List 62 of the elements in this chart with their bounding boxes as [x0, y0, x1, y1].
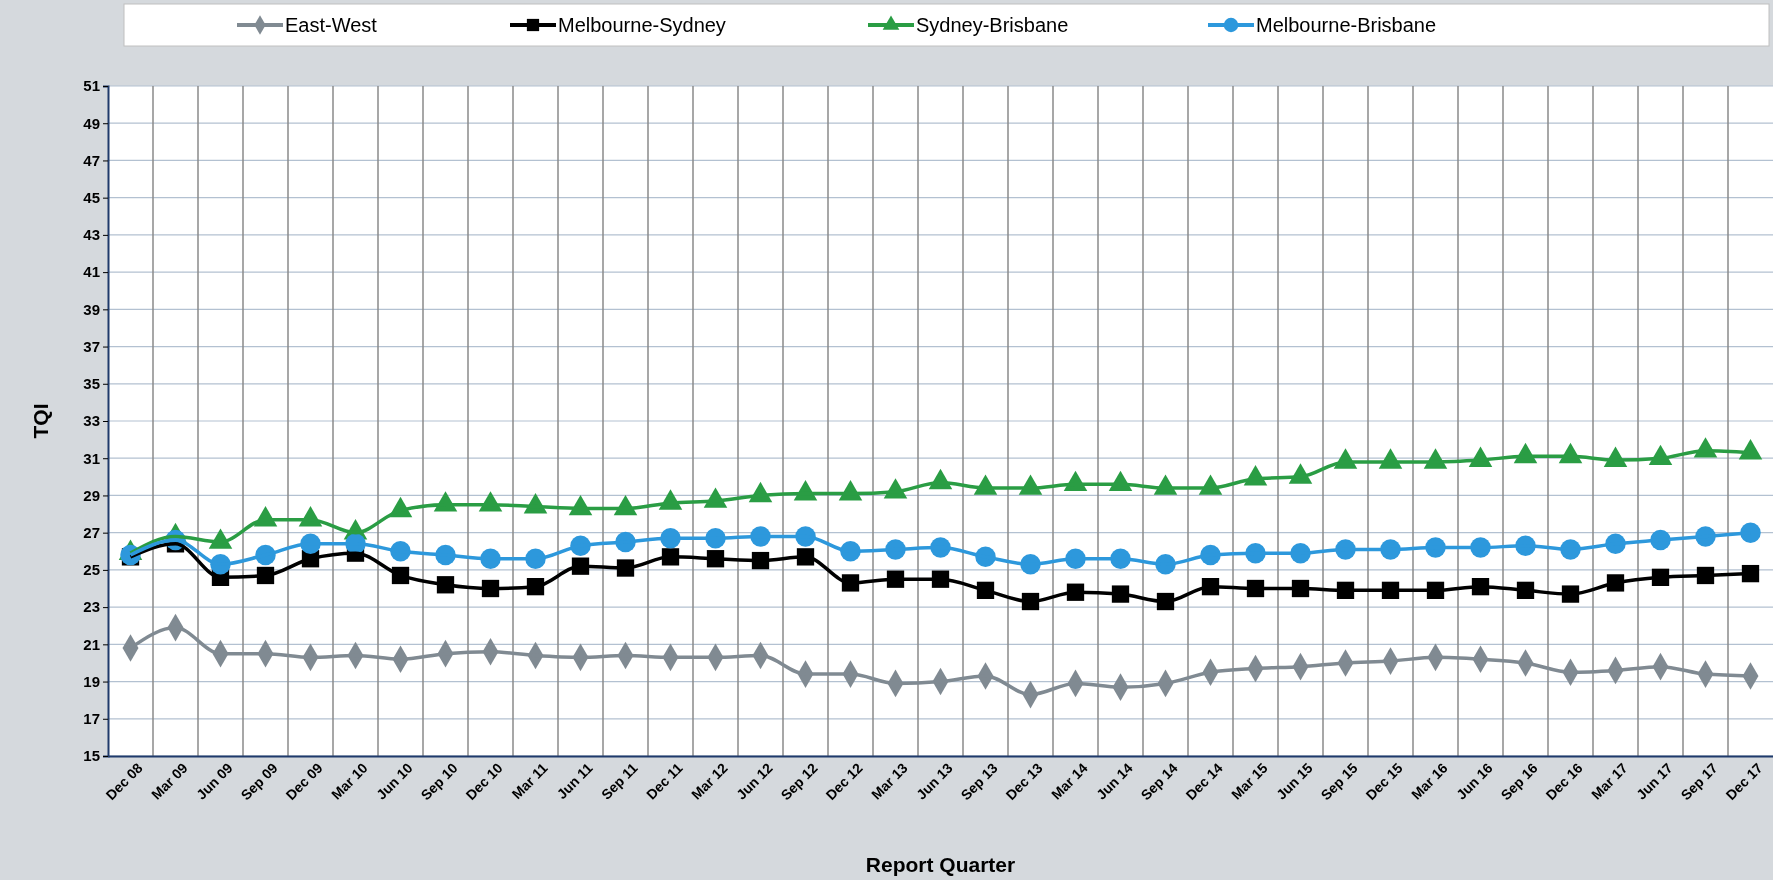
y-tick-label: 41 — [83, 263, 100, 281]
y-tick-label: 51 — [83, 77, 100, 95]
y-axis-title: TQI — [29, 403, 52, 439]
y-tick-label: 37 — [83, 337, 100, 355]
x-tick-label: Mar 10 — [328, 759, 371, 803]
x-tick-label: Mar 14 — [1048, 759, 1091, 803]
x-tick-label: Jun 17 — [1633, 759, 1676, 803]
y-tick-label: 19 — [83, 672, 100, 690]
x-tick-label: Sep 10 — [417, 759, 461, 804]
x-tick-label: Mar 09 — [148, 759, 191, 803]
x-tick-label: Mar 16 — [1408, 759, 1451, 803]
y-tick-label: 17 — [83, 710, 100, 728]
x-tick-label: Mar 17 — [1588, 759, 1631, 803]
x-tick-label: Jun 11 — [553, 759, 596, 803]
x-axis-title: Report Quarter — [865, 853, 1016, 876]
legend-label: Melbourne-Brisbane — [1256, 14, 1437, 36]
y-tick-label: 45 — [83, 188, 100, 206]
x-tick-label: Dec 17 — [1722, 759, 1766, 804]
x-tick-label: Dec 09 — [282, 759, 326, 804]
y-tick-label: 47 — [83, 151, 100, 169]
x-tick-label: Sep 15 — [1317, 759, 1361, 804]
x-tick-label: Sep 11 — [598, 759, 641, 803]
y-tick-label: 27 — [83, 523, 100, 541]
x-tick-label: Mar 13 — [868, 759, 911, 803]
x-tick-label: Dec 15 — [1362, 759, 1406, 804]
x-tick-label: Mar 15 — [1228, 759, 1271, 803]
legend-label: East-West — [285, 14, 378, 36]
x-tick-label: Jun 13 — [913, 759, 956, 803]
x-tick-label: Mar 12 — [688, 759, 731, 803]
x-tick-label: Jun 12 — [733, 759, 776, 803]
x-tick-label: Sep 13 — [957, 759, 1001, 804]
y-tick-label: 33 — [83, 412, 100, 430]
x-tick-label: Sep 16 — [1497, 759, 1541, 804]
x-tick-label: Jun 09 — [193, 759, 236, 803]
x-tick-label: Jun 10 — [373, 759, 416, 803]
x-tick-label: Sep 17 — [1677, 759, 1721, 804]
x-tick-label: Dec 13 — [1002, 759, 1046, 804]
legend-label: Melbourne-Sydney — [558, 14, 726, 36]
y-tick-label: 29 — [83, 486, 100, 504]
x-tick-label: Dec 10 — [462, 759, 506, 804]
x-tick-label: Dec 12 — [822, 759, 866, 804]
x-tick-label: Sep 09 — [237, 759, 281, 804]
x-tick-label: Dec 14 — [1182, 759, 1226, 804]
y-tick-label: 35 — [83, 375, 100, 393]
x-tick-label: Jun 16 — [1453, 759, 1496, 803]
x-tick-label: Dec 16 — [1542, 759, 1586, 804]
x-tick-label: Jun 14 — [1093, 759, 1136, 803]
x-tick-label: Dec 11 — [643, 759, 686, 803]
y-tick-label: 15 — [83, 747, 100, 765]
y-tick-label: 49 — [83, 114, 100, 132]
x-tick-label: Jun 15 — [1273, 759, 1316, 803]
y-tick-label: 25 — [83, 561, 100, 579]
y-tick-label: 21 — [83, 635, 100, 653]
x-tick-label: Sep 12 — [777, 759, 821, 804]
y-tick-label: 43 — [83, 226, 100, 244]
legend-label: Sydney-Brisbane — [916, 14, 1069, 36]
y-tick-label: 23 — [83, 598, 100, 616]
x-tick-label: Dec 08 — [102, 759, 146, 804]
y-tick-label: 39 — [83, 300, 100, 318]
y-tick-label: 31 — [83, 449, 100, 467]
x-tick-label: Mar 11 — [508, 759, 551, 803]
x-tick-label: Sep 14 — [1137, 759, 1181, 804]
